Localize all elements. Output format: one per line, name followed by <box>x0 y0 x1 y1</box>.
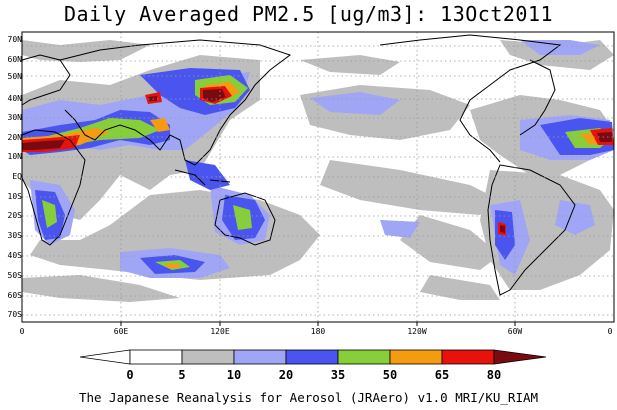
lon-label-180: 180 <box>310 327 326 336</box>
lat-label-10s: 10S <box>7 192 22 201</box>
pm25-band-80-plus <box>22 89 612 233</box>
lon-label-60e: 60E <box>113 327 129 336</box>
colorbar-swatch-4 <box>285 349 339 365</box>
axis-ticks <box>120 322 516 326</box>
lon-label-60w: 60W <box>507 327 523 336</box>
lat-label-50n: 50N <box>7 72 22 81</box>
map-title: Daily Averaged PM2.5 [ug/m3]: 13Oct2011 <box>63 2 554 26</box>
colorbar-swatch-3 <box>233 349 287 365</box>
lat-label-30n: 30N <box>7 113 22 122</box>
lon-label-0-east: 0 <box>607 327 613 336</box>
colorbar-swatch-5 <box>337 349 391 365</box>
colorbar-swatch-8 <box>493 349 547 365</box>
colorbar-swatch-6 <box>389 349 443 365</box>
colorbar-swatch-0 <box>79 349 131 365</box>
colorbar-label-65: 65 <box>434 368 450 382</box>
lat-label-eq: EQ <box>12 172 22 181</box>
colorbar-label-20: 20 <box>278 368 294 382</box>
lon-label-120e: 120E <box>210 327 230 336</box>
lat-label-60s: 60S <box>7 291 22 300</box>
colorbar-label-0: 0 <box>126 368 134 382</box>
lon-label-120w: 120W <box>407 327 427 336</box>
lat-label-50s: 50S <box>7 271 22 280</box>
colorbar <box>79 349 547 365</box>
colorbar-label-5: 5 <box>178 368 186 382</box>
graticule <box>22 32 614 322</box>
lat-label-10n: 10N <box>7 152 22 161</box>
lon-label-0: 0 <box>19 327 25 336</box>
colorbar-label-10: 10 <box>226 368 242 382</box>
footer-credit: The Japanese Reanalysis for Aerosol (JRA… <box>78 390 539 405</box>
colorbar-swatch-7 <box>441 349 495 365</box>
lat-label-70n: 70N <box>7 35 22 44</box>
colorbar-label-50: 50 <box>382 368 398 382</box>
lat-label-70s: 70S <box>7 310 22 319</box>
colorbar-swatch-1 <box>129 349 183 365</box>
lat-label-60n: 60N <box>7 55 22 64</box>
lat-label-40n: 40N <box>7 94 22 103</box>
lat-label-20s: 20S <box>7 211 22 220</box>
lat-label-20n: 20N <box>7 133 22 142</box>
colorbar-swatch-2 <box>181 349 235 365</box>
colorbar-label-35: 35 <box>330 368 346 382</box>
lat-label-30s: 30S <box>7 231 22 240</box>
lat-label-40s: 40S <box>7 251 22 260</box>
colorbar-label-80: 80 <box>486 368 502 382</box>
